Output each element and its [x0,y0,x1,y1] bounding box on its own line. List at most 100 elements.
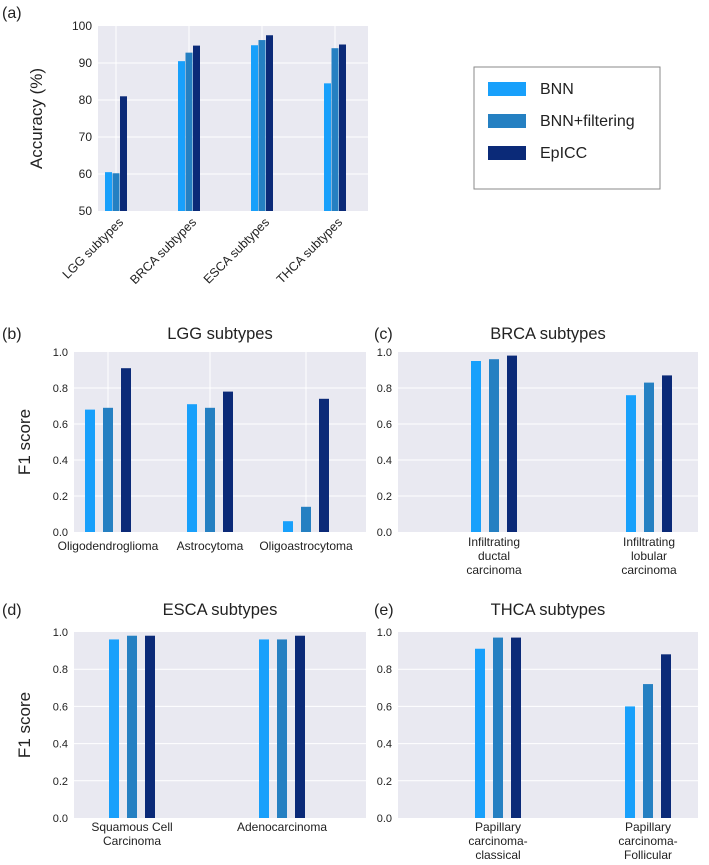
bar-epicc [223,391,233,532]
bar-bnn [626,395,636,532]
x-tick-label: ductal [478,549,510,563]
y-tick-label: 0.4 [377,455,392,467]
x-tick-label: carcinoma [466,563,522,577]
y-tick-label: 0.6 [53,419,68,431]
y-tick-label: 90 [79,56,93,70]
y-tick-label: 50 [79,204,93,218]
bar-epicc [145,635,155,818]
y-tick-label: 70 [79,130,93,144]
x-tick-label: THCA subtypes [274,215,345,286]
x-tick-label: classical [475,848,520,862]
x-tick-label: lobular [631,549,667,563]
bar-bnn-filtering [258,40,266,212]
bar-bnn [471,361,481,532]
bar-bnn [259,639,269,818]
bar-bnn-filtering [643,684,653,818]
bar-epicc [121,368,131,532]
y-tick-label: 0.2 [377,776,392,788]
y-tick-label: 1.0 [377,347,392,359]
panel-b: 0.0 0.2 0.4 0.6 0.8 1.0 Oligodendroglioma Astro… [2,325,366,553]
plot-background [98,26,368,211]
bar-epicc [295,635,305,818]
y-axis-label: F1 score [15,692,34,758]
bar-epicc [193,45,200,211]
bar-bnn [251,45,258,211]
bar-epicc [662,375,672,532]
x-tick-label: Follicular [624,848,672,862]
y-tick-label: 0.6 [53,701,68,713]
bar-bnn-filtering [205,407,215,532]
x-tick-label: Oligodendroglioma [58,539,159,553]
panel-label: (a) [2,5,22,22]
x-tick-label: Squamous Cell [91,820,172,834]
legend-label: BNN [540,81,574,98]
legend-label: EpICC [540,145,587,162]
x-tick-label: carcinoma [621,563,677,577]
panel-label: (c) [374,326,393,343]
chart-title: LGG subtypes [167,325,272,343]
y-tick-label: 0.2 [53,776,68,788]
panel-e: 0.00.20.40.60.81.0Papillarycarcinoma-cla… [374,601,698,862]
panel-label: (b) [2,326,22,343]
y-tick-label: 1.0 [53,627,68,639]
bar-epicc [319,398,329,532]
plot-background [74,632,366,818]
bar-epicc [266,35,273,211]
bar-bnn [105,172,112,211]
y-tick-label: 0.0 [377,813,392,825]
y-tick-label: 0.0 [53,813,68,825]
bar-epicc [511,637,521,818]
x-tick-label: carcinoma- [618,834,677,848]
bar-bnn [324,83,331,211]
x-tick-label: LGG subtypes [60,215,126,281]
x-tick-label: Infiltrating [623,535,675,549]
y-tick-label: 0.4 [53,739,68,751]
chart-title: ESCA subtypes [163,601,278,619]
bar-epicc [120,96,127,211]
x-tick-label: Papillary [475,820,521,834]
panel-d: 0.0 0.2 0.4 0.6 0.8 1.0 Squamous CellCarcinoma… [2,601,366,848]
x-tick-label: Oligoastrocytoma [259,539,353,553]
bar-bnn [187,404,197,532]
y-axis-label: Accuracy (%) [27,68,46,169]
legend-swatch [488,146,526,160]
x-tick-label: BRCA subtypes [127,215,199,287]
x-tick-label: Astrocytoma [177,539,244,553]
bar-epicc [339,44,346,211]
y-tick-label: 1.0 [53,347,68,359]
bar-bnn-filtering [103,407,113,532]
bar-bnn [283,521,293,532]
y-tick-label: 0.8 [53,383,68,395]
y-tick-label: 0.8 [377,664,392,676]
chart-title: THCA subtypes [491,601,606,619]
bar-epicc [507,355,517,532]
y-tick-label: 100 [72,19,92,33]
y-tick-label: 0.2 [53,491,68,503]
x-tick-label: Infiltrating [468,535,520,549]
bar-bnn [475,648,485,818]
bar-bnn-filtering [127,635,137,818]
x-tick-label: carcinoma- [468,834,527,848]
panel-c: 0.00.20.40.60.81.0Infiltratingductalcarc… [374,325,698,577]
bar-bnn-filtering [185,52,193,211]
x-tick-label: ESCA subtypes [201,215,272,286]
legend: BNN BNN+filtering EpICC [473,66,661,190]
bar-bnn [625,706,635,818]
x-tick-label: Carcinoma [103,834,161,848]
legend-swatch [488,82,526,96]
y-tick-label: 0.6 [377,701,392,713]
bar-bnn-filtering [489,359,499,532]
x-tick-label: Papillary [625,820,671,834]
panel-label: (e) [374,602,394,619]
bar-bnn-filtering [331,48,339,212]
y-tick-label: 80 [79,93,93,107]
y-tick-label: 0.6 [377,419,392,431]
bar-bnn-filtering [493,637,503,818]
bar-bnn-filtering [277,639,287,818]
y-axis-label: F1 score [15,409,34,475]
y-tick-label: 0.0 [53,527,68,539]
bar-bnn-filtering [112,173,120,211]
bar-bnn-filtering [644,382,654,532]
panel-label: (d) [2,602,22,619]
